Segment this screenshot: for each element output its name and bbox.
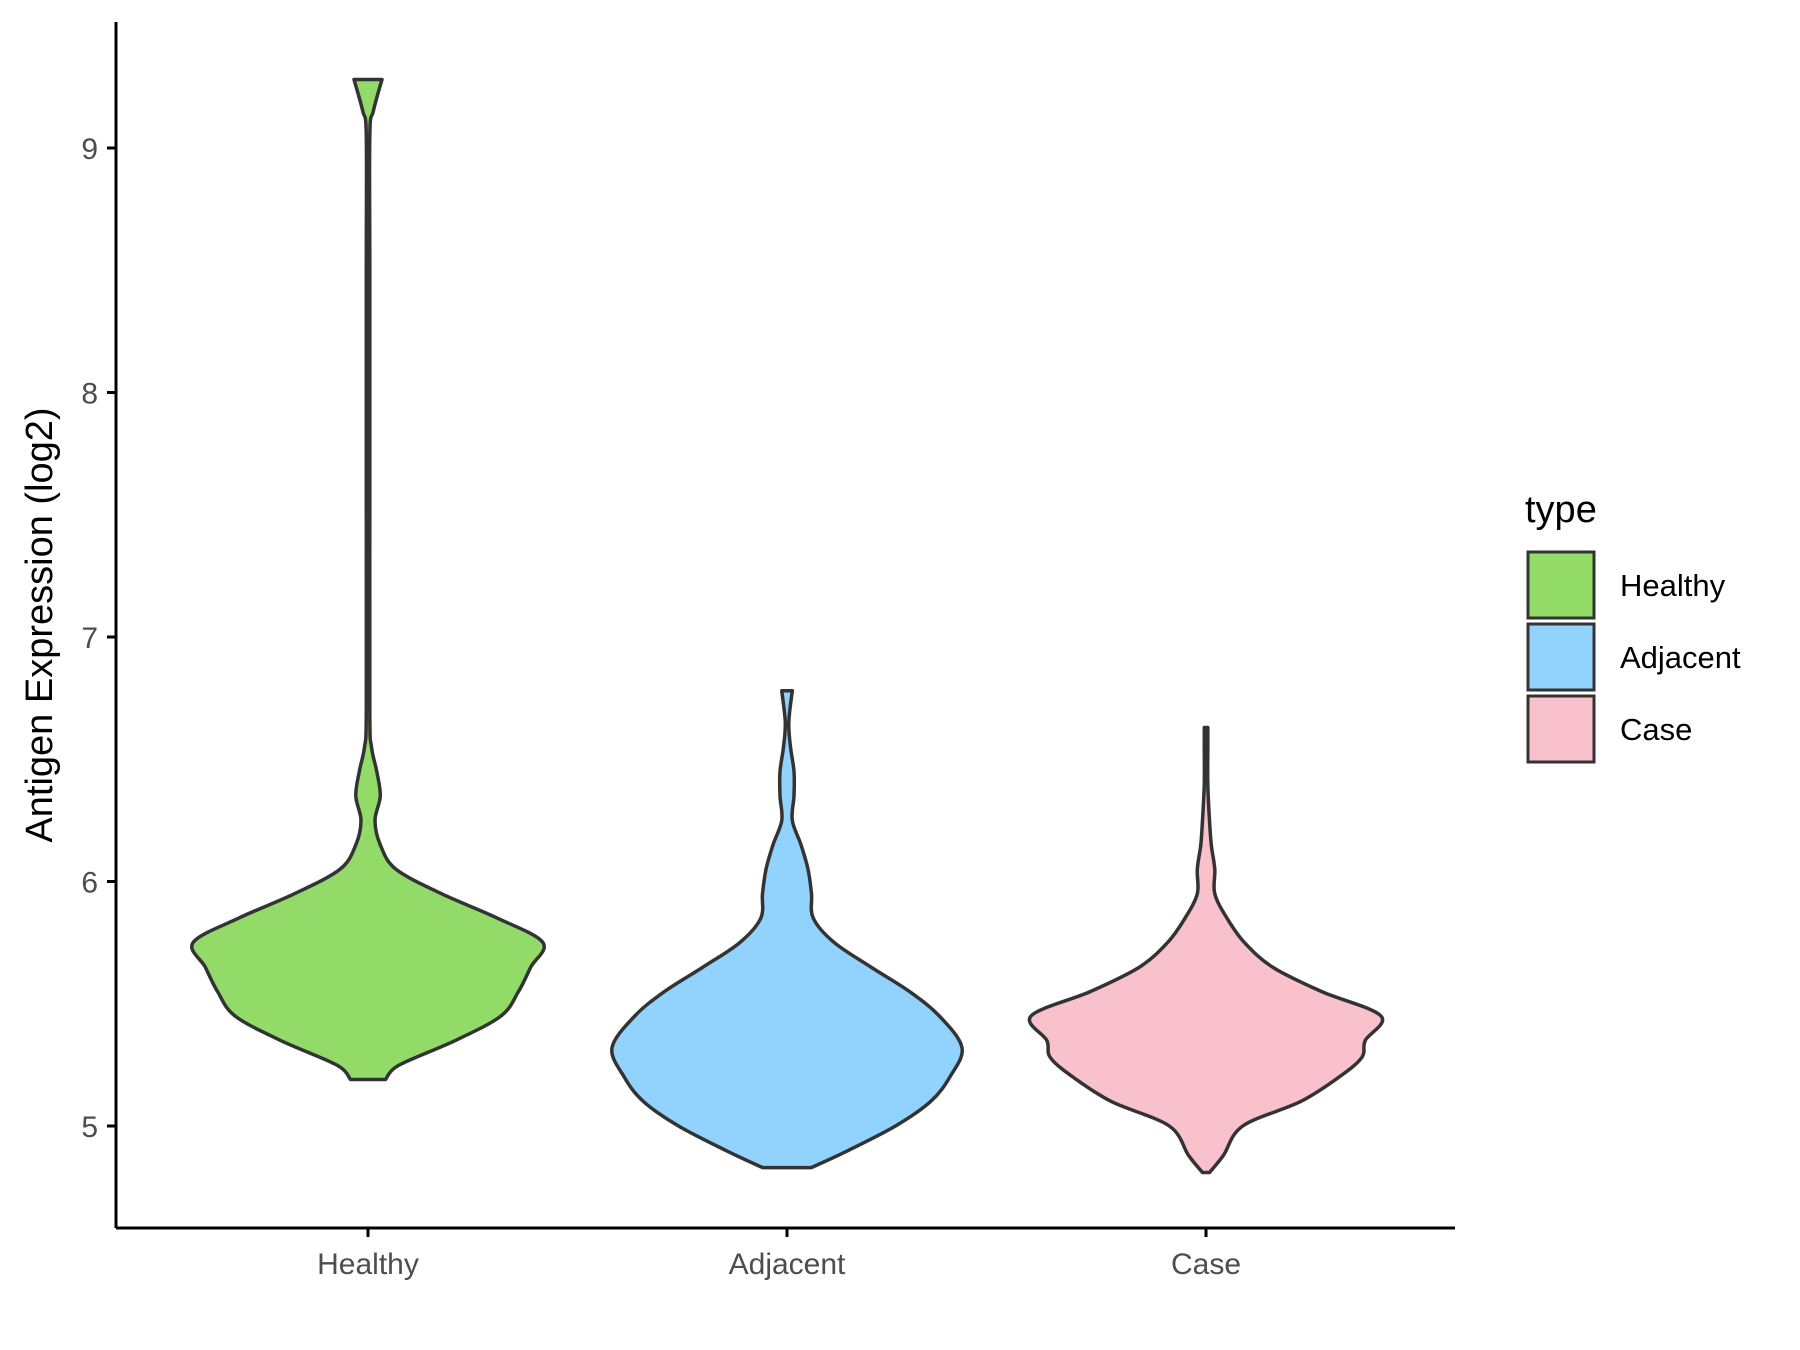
- y-tick-label: 7: [81, 622, 98, 655]
- x-tick-label: Adjacent: [729, 1248, 846, 1281]
- violin-adjacent: [610, 689, 964, 1170]
- y-tick-label: 6: [81, 867, 98, 900]
- legend: type Healthy Adjacent Case: [1525, 489, 1741, 764]
- y-ticks: 5 6 7 8 9: [81, 133, 116, 1144]
- legend-title: type: [1525, 489, 1597, 531]
- legend-swatch-adjacent: [1526, 622, 1596, 692]
- y-axis-title: Antigen Expression (log2): [19, 407, 61, 842]
- violin-layer: [190, 77, 1385, 1175]
- violin-case: [1027, 725, 1385, 1175]
- legend-swatch-healthy: [1526, 550, 1596, 620]
- y-tick-label: 8: [81, 378, 98, 411]
- x-ticks: Healthy Adjacent Case: [317, 1228, 1241, 1281]
- x-tick-label: Case: [1171, 1248, 1241, 1281]
- legend-label-adjacent: Adjacent: [1620, 640, 1741, 675]
- legend-swatch-case: [1526, 694, 1596, 764]
- legend-entries: Healthy Adjacent Case: [1526, 550, 1741, 764]
- violin-healthy: [190, 77, 546, 1082]
- y-tick-label: 9: [81, 133, 98, 166]
- legend-label-case: Case: [1620, 712, 1692, 747]
- y-tick-label: 5: [81, 1111, 98, 1144]
- x-tick-label: Healthy: [317, 1248, 419, 1281]
- legend-label-healthy: Healthy: [1620, 568, 1726, 603]
